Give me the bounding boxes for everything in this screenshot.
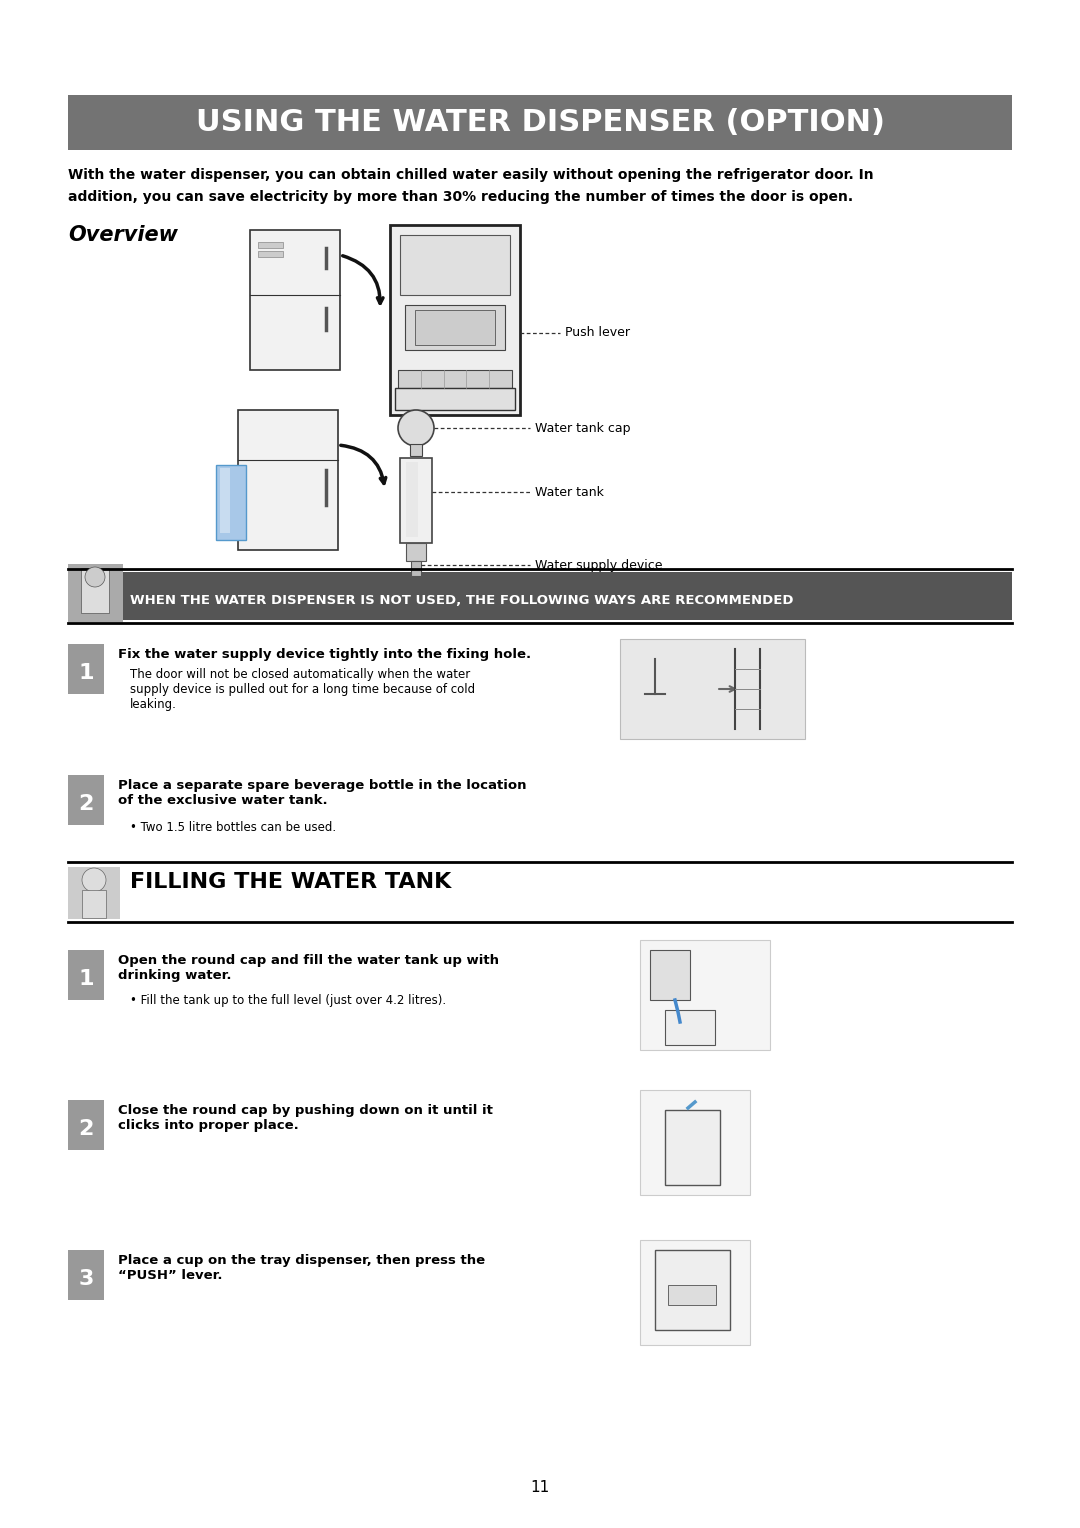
Text: Water tank cap: Water tank cap — [535, 422, 631, 435]
Bar — [68, 564, 123, 622]
Text: With the water dispenser, you can obtain chilled water easily without opening th: With the water dispenser, you can obtain… — [68, 168, 874, 182]
Bar — [640, 1241, 750, 1345]
Bar — [81, 568, 109, 613]
Text: Overview: Overview — [68, 225, 178, 244]
Bar — [415, 310, 495, 345]
Circle shape — [85, 567, 105, 587]
Bar — [249, 231, 340, 370]
Text: 11: 11 — [530, 1481, 550, 1494]
Bar — [650, 950, 690, 999]
Bar — [640, 940, 770, 1050]
Circle shape — [82, 868, 106, 892]
Bar — [68, 866, 120, 918]
Text: Open the round cap and fill the water tank up with
drinking water.: Open the round cap and fill the water ta… — [118, 953, 499, 983]
Bar — [406, 542, 426, 561]
Text: • Two 1.5 litre bottles can be used.: • Two 1.5 litre bottles can be used. — [130, 821, 336, 834]
Bar — [400, 235, 510, 295]
Bar — [68, 643, 104, 694]
Text: Close the round cap by pushing down on it until it
clicks into proper place.: Close the round cap by pushing down on i… — [118, 1105, 492, 1132]
Text: • Fill the tank up to the full level (just over 4.2 litres).: • Fill the tank up to the full level (ju… — [130, 995, 446, 1007]
Text: 1: 1 — [78, 663, 94, 683]
Bar — [68, 1250, 104, 1300]
Text: USING THE WATER DISPENSER (OPTION): USING THE WATER DISPENSER (OPTION) — [195, 108, 885, 138]
Bar — [68, 1100, 104, 1151]
Bar — [82, 889, 106, 918]
Bar — [640, 1089, 750, 1195]
Circle shape — [399, 410, 434, 446]
Bar — [258, 241, 283, 248]
Text: WHEN THE WATER DISPENSER IS NOT USED, THE FOLLOWING WAYS ARE RECOMMENDED: WHEN THE WATER DISPENSER IS NOT USED, TH… — [130, 593, 794, 607]
Text: Fix the water supply device tightly into the fixing hole.: Fix the water supply device tightly into… — [118, 648, 531, 662]
Bar — [68, 775, 104, 825]
Text: Water supply device: Water supply device — [535, 559, 662, 571]
Text: 1: 1 — [78, 969, 94, 989]
Bar — [400, 458, 432, 542]
Bar — [395, 388, 515, 410]
Bar — [654, 1250, 730, 1329]
Text: Place a cup on the tray dispenser, then press the
“PUSH” lever.: Place a cup on the tray dispenser, then … — [118, 1254, 485, 1282]
Text: The door will not be closed automatically when the water
supply device is pulled: The door will not be closed automaticall… — [130, 668, 475, 711]
Bar — [665, 1010, 715, 1045]
Bar — [669, 1285, 716, 1305]
Text: FILLING THE WATER TANK: FILLING THE WATER TANK — [130, 872, 451, 892]
Bar — [411, 561, 421, 576]
Bar — [220, 468, 230, 533]
Bar — [68, 95, 1012, 150]
Bar — [68, 950, 104, 999]
Bar — [399, 370, 512, 388]
Text: 2: 2 — [79, 1118, 94, 1138]
Bar — [665, 1109, 720, 1186]
Bar — [216, 465, 246, 539]
Text: Push lever: Push lever — [565, 325, 630, 339]
Text: Water tank: Water tank — [535, 486, 604, 500]
Text: 3: 3 — [79, 1268, 94, 1290]
Bar — [238, 410, 338, 550]
Text: 2: 2 — [79, 795, 94, 814]
Bar — [120, 571, 1012, 620]
Bar — [410, 445, 422, 455]
Text: addition, you can save electricity by more than 30% reducing the number of times: addition, you can save electricity by mo… — [68, 189, 853, 205]
Text: Place a separate spare beverage bottle in the location
of the exclusive water ta: Place a separate spare beverage bottle i… — [118, 779, 527, 807]
Bar — [258, 251, 283, 257]
Bar — [390, 225, 519, 416]
Bar — [406, 461, 418, 536]
Bar — [620, 639, 805, 740]
Bar — [405, 306, 505, 350]
